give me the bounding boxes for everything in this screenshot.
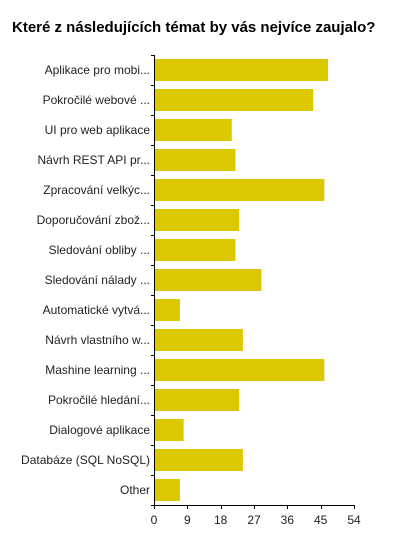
bar <box>154 209 240 231</box>
x-tick-label: 54 <box>347 513 361 527</box>
category-label: Other <box>120 483 150 497</box>
x-tick-label: 0 <box>151 513 158 527</box>
x-tick-label: 18 <box>214 513 228 527</box>
category-label: Návrh REST API pr... <box>38 153 151 167</box>
x-tick-label: 9 <box>184 513 191 527</box>
category-label: Automatické vytvá... <box>43 303 150 317</box>
category-label: Pokročilé hledání... <box>48 393 150 407</box>
bar <box>154 89 314 111</box>
category-label: Sledování obliby ... <box>49 243 150 257</box>
category-label: Dialogové aplikace <box>49 423 150 437</box>
category-label: Zpracování velkýc... <box>43 183 150 197</box>
x-tick-label: 45 <box>314 513 328 527</box>
bar <box>154 419 184 441</box>
bar <box>154 269 262 291</box>
category-label: Návrh vlastního w... <box>45 333 150 347</box>
category-label: Aplikace pro mobi... <box>45 63 150 77</box>
x-tick-label: 36 <box>281 513 295 527</box>
category-label: UI pro web aplikace <box>45 123 151 137</box>
category-label: Sledování nálady ... <box>45 273 150 287</box>
chart-title: Které z následujících témat by vás nejví… <box>12 19 376 36</box>
bar <box>154 59 329 81</box>
category-label: Doporučování zbož... <box>37 213 150 227</box>
bar <box>154 119 232 141</box>
bar <box>154 149 236 171</box>
bar <box>154 239 236 261</box>
bar <box>154 179 325 201</box>
bar <box>154 479 180 501</box>
category-label: Mashine learning ... <box>45 363 150 377</box>
bar <box>154 389 240 411</box>
category-label: Databáze (SQL NoSQL) <box>21 453 150 467</box>
x-tick-label: 27 <box>247 513 261 527</box>
bar <box>154 329 243 351</box>
bar <box>154 359 325 381</box>
category-label: Pokročilé webové ... <box>43 93 150 107</box>
bar <box>154 449 243 471</box>
bar <box>154 299 180 321</box>
